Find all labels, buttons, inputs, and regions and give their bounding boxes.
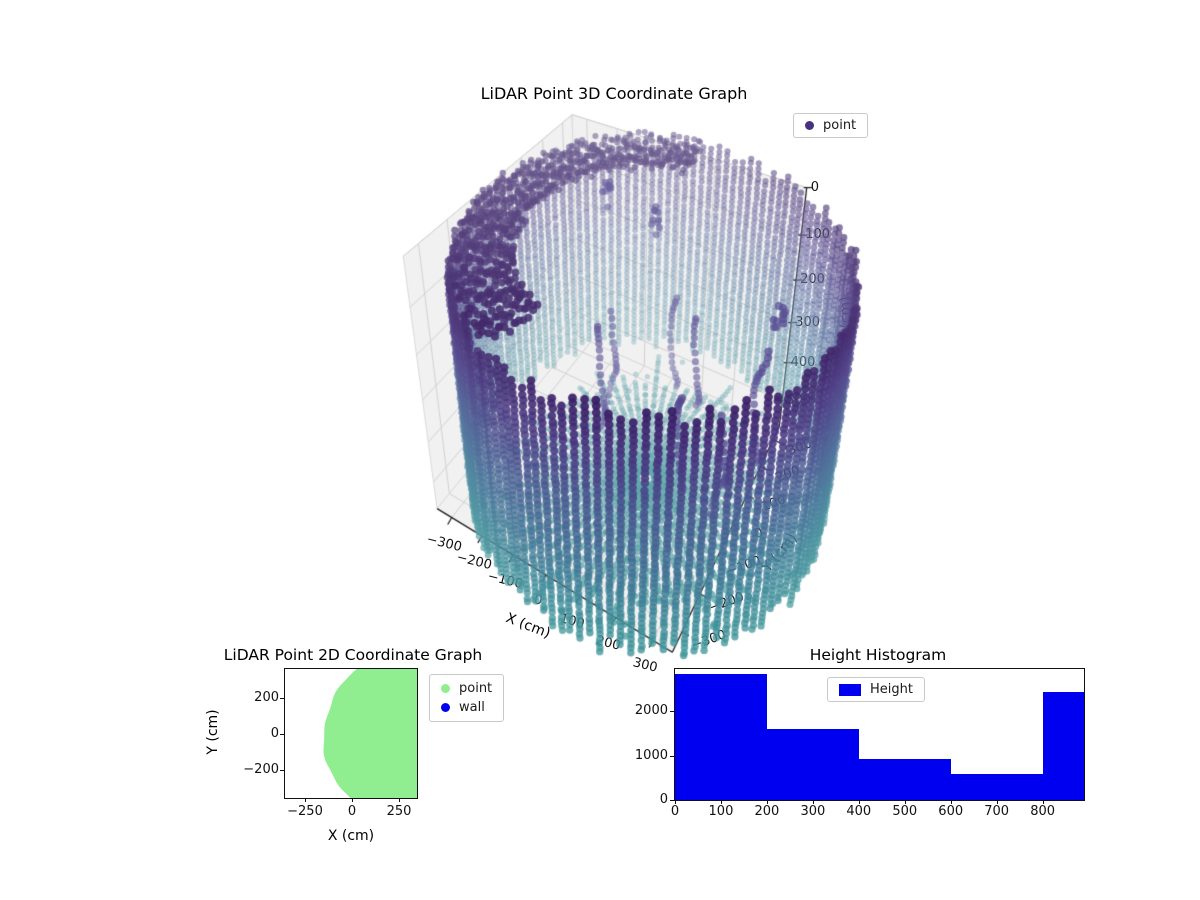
histogram-xtick-mark [675,800,676,804]
plot3d-legend: point [793,113,869,138]
histogram-xtick-mark [996,800,998,804]
plot2d-area [284,668,418,799]
wall-marker-icon [441,703,450,712]
plot2d-xtick-mark [305,798,306,802]
histogram-bar [950,774,1043,800]
plot3d-title: LiDAR Point 3D Coordinate Graph [480,84,748,103]
plot2d-ytick-mark [280,734,284,735]
histogram-ytick-mark [670,755,674,757]
histogram-bar [766,728,859,800]
histogram-ytick-mark [670,800,674,801]
histogram-xtick-mark [858,800,860,804]
point-marker-icon [805,121,814,130]
histogram-bar [858,759,951,800]
histogram-title: Height Histogram [809,646,947,664]
plot2d-xtick-mark [399,798,400,802]
histogram-legend-label: Height [870,682,913,697]
histogram-xtick-mark [812,800,814,804]
histogram-legend: Height [827,677,925,702]
plot3d-legend-label: point [823,118,857,133]
histogram-bar [1042,691,1084,800]
plot2d-ytick-mark [280,769,284,771]
histogram-xtick-mark [1042,800,1044,804]
plot2d-legend-label-point: point [459,681,493,696]
plot2d-legend: point wall [429,674,505,722]
histogram-xtick-mark [766,800,768,804]
plot2d-ytick-mark [280,698,284,700]
plot2d-title: LiDAR Point 2D Coordinate Graph [223,646,483,664]
point-marker-icon [441,684,450,693]
histogram-area [674,668,1085,801]
histogram-ytick-mark [670,711,674,713]
histogram-xtick-mark [904,800,906,804]
plot2d-xtick-mark [352,798,353,802]
point-cloud-region [323,669,417,798]
plot2d-legend-label-wall: wall [459,700,485,715]
histogram-xtick-mark [950,800,952,804]
height-swatch-icon [839,683,861,696]
point-region-svg [323,669,417,798]
histogram-xtick-mark [720,800,722,804]
histogram-bar [675,673,767,800]
